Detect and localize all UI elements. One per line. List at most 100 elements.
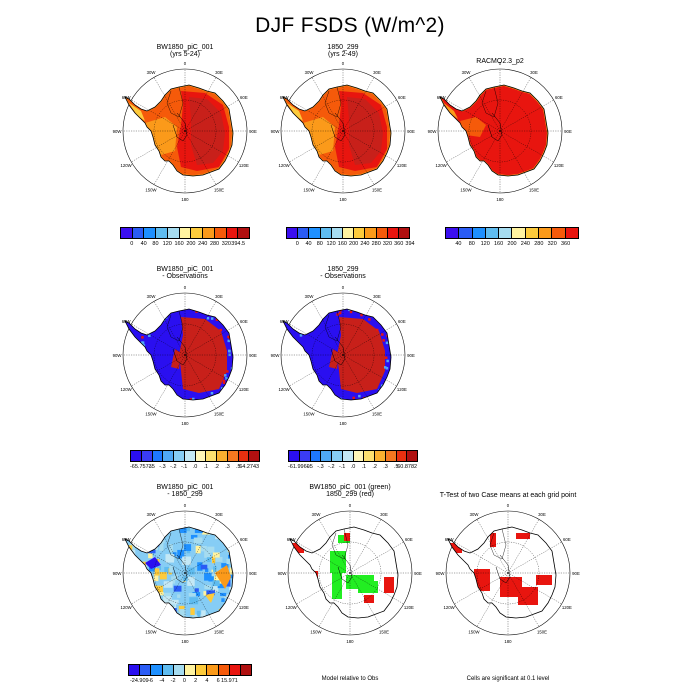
colorbar-tick-label: .2	[372, 464, 377, 470]
graticule	[446, 511, 570, 635]
colorbar-tick-label: .3	[383, 464, 388, 470]
longitude-label: 60E	[398, 95, 406, 100]
coastline	[282, 308, 392, 401]
longitude-label: 30E	[215, 512, 223, 517]
colorbar-tick-label: 320	[382, 241, 393, 247]
colorbar-tick-label: 40	[305, 241, 312, 247]
colorbar-tick-label: 280	[534, 241, 544, 247]
panel-title-line: (yrs 5-24)	[170, 51, 200, 58]
panel-ttest: T-Test of two Case means at each grid po…	[433, 484, 583, 689]
colorbar-tick-label: 360	[394, 241, 404, 247]
colorbar-swatch	[131, 451, 142, 461]
colorbar-tick-label: 80	[316, 241, 323, 247]
colorbar-boxes	[288, 450, 418, 462]
panel-title-line: (yrs 2-49)	[328, 51, 358, 58]
longitude-label: 30E	[380, 512, 388, 517]
panel-obs-mean: RACMO2.3_p2 0 30E 60E 90E 120E 150E 180 150W 120…	[425, 44, 579, 247]
colorbar-swatch	[552, 228, 566, 238]
longitude-label: 180	[346, 639, 354, 644]
colorbar-swatch	[354, 228, 366, 238]
longitude-label: 30W	[312, 512, 322, 517]
colorbar-swatch	[152, 451, 164, 461]
longitude-label: 150E	[372, 188, 382, 193]
polar-map: 0 30E 60E 90E 120E 150E 180 150W 120W 90W 60W 30W	[271, 285, 415, 426]
colorbar-tick-label: 200	[349, 241, 359, 247]
panel-title: 1850_299 - Observations	[268, 266, 418, 280]
longitude-label: 180	[496, 197, 504, 202]
colorbar-tick-label: 320	[221, 241, 231, 247]
longitude-label: 120W	[120, 163, 132, 168]
colorbar-swatch	[179, 228, 192, 238]
colorbar-tick-label: -.3	[317, 464, 324, 470]
colorbar-swatch	[163, 451, 174, 461]
colorbar-tick-label: 120	[162, 241, 172, 247]
panel-title: BW1850_piC_001 - 1850_299	[110, 484, 260, 498]
colorbar-tick-label: 280	[371, 241, 381, 247]
longitude-label: 90W	[113, 571, 123, 576]
colorbar: -24.909 -6 -4 -2 0 2 4 6 15.971	[128, 664, 252, 686]
colorbar-tick-label: 120	[480, 241, 490, 247]
longitude-label: 30E	[373, 294, 381, 299]
colorbar-swatch	[320, 228, 332, 238]
colorbar-tick-label: 394.5	[231, 241, 246, 247]
longitude-label: 180	[181, 639, 189, 644]
colorbar-tick-label: 0	[130, 241, 134, 247]
panel-title: BW1850_piC_001 - Observations	[110, 266, 260, 280]
longitude-label: 180	[181, 421, 189, 426]
longitude-label: 90E	[249, 129, 257, 134]
colorbar-tick-label: 240	[520, 241, 530, 247]
colorbar: -61.9969 -.5 -.3 -.2 -.1 .0 .1 .2 .3 .5 60.8782	[288, 450, 418, 472]
longitude-label: 60E	[555, 95, 563, 100]
colorbar-boxes	[130, 450, 260, 462]
colorbar-tick-label: 200	[186, 241, 196, 247]
colorbar-tick-label: -.2	[170, 464, 177, 470]
colorbar-swatch	[167, 228, 180, 238]
polar-map: 0 30E 60E 90E 120E 150E 180 150W 120W 90W 60W 30W	[271, 61, 415, 202]
longitude-label: 60E	[398, 319, 406, 324]
colorbar-swatch	[407, 451, 417, 461]
colorbar-swatch	[342, 228, 355, 238]
colorbar-swatch	[289, 451, 300, 461]
colorbar-tick-label: .3	[225, 464, 230, 470]
longitude-label: 30W	[462, 70, 472, 75]
panel-title-line: T-Test of two Case means at each grid po…	[439, 492, 577, 499]
panel-case2-mean: 1850_299 (yrs 2-49) 0 30E 60E 90E 120E 150E 18…	[268, 44, 418, 247]
colorbar-tick-label: -.1	[180, 464, 188, 470]
longitude-label: 0	[342, 61, 345, 66]
colorbar-swatch	[218, 665, 230, 675]
colorbar-swatch	[129, 665, 141, 675]
longitude-label: 150E	[214, 412, 224, 417]
longitude-label: 150E	[529, 188, 539, 193]
longitude-label: 120E	[239, 605, 249, 610]
longitude-label: 60E	[563, 537, 571, 542]
colorbar-tick-label: 240	[198, 241, 208, 247]
longitude-label: 150W	[303, 188, 315, 193]
colorbar-tick-label: 60.8782	[397, 464, 418, 470]
colorbar-swatch	[376, 228, 388, 238]
longitude-label: 30E	[373, 70, 381, 75]
graticule	[123, 69, 247, 193]
graticule	[123, 511, 247, 635]
colorbar-tick-label: 40	[455, 241, 462, 247]
colorbar-swatch	[331, 228, 343, 238]
longitude-label: 120E	[239, 387, 249, 392]
longitude-label: 90E	[249, 571, 257, 576]
colorbar-tick-label: 320	[547, 241, 557, 247]
panel-title-line: 1850_299	[327, 266, 359, 273]
polar-map: 0 30E 60E 90E 120E 150E 180 150W 120W 90W 60W 30W	[113, 285, 257, 426]
colorbar-tick-label: 64.2743	[239, 464, 260, 470]
colorbar-tick-label: -.5	[148, 464, 155, 470]
longitude-label: 30E	[215, 294, 223, 299]
colorbar-tick-label: -.5	[306, 464, 313, 470]
colorbar-tick-label: 80	[468, 241, 475, 247]
longitude-label: 30W	[305, 70, 315, 75]
colorbar: 0 40 80 120 160 200 240 280 320 360 394	[286, 227, 415, 249]
panel-title-line: BW1850_piC_001	[156, 44, 214, 51]
longitude-label: 0	[342, 285, 345, 290]
panel-title: BW1850_piC_001 (yrs 5-24)	[110, 44, 260, 58]
colorbar-swatch	[512, 228, 526, 238]
colorbar-swatch	[459, 228, 473, 238]
colorbar-tick-label: 0	[295, 241, 299, 247]
longitude-label: 120E	[239, 163, 249, 168]
colorbar-tick-label: 80	[152, 241, 159, 247]
